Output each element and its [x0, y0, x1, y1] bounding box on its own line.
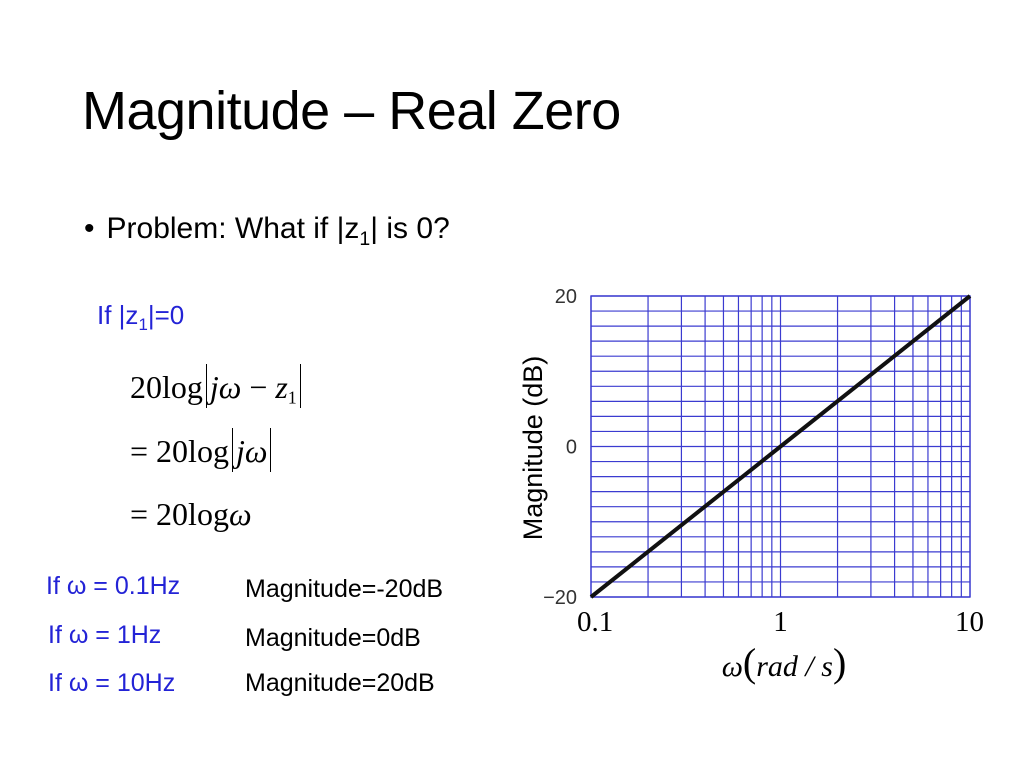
problem-bullet: • Problem: What if |z1| is 0? [84, 212, 450, 249]
example-condition-1: If ω = 0.1Hz [46, 572, 181, 600]
y-tick-label: 20 [555, 286, 577, 308]
eq1-minus: − [241, 369, 276, 405]
equation-line-2: = 20log jω [130, 428, 274, 472]
example-result-3: Magnitude=20dB [245, 669, 435, 697]
eq1-zsub: 1 [287, 387, 297, 408]
abs-bar-left [231, 428, 233, 472]
example-result-2: Magnitude=0dB [245, 624, 421, 652]
bullet-sub: 1 [359, 227, 371, 250]
abs-bar-right [270, 428, 272, 472]
eq1-z: z [275, 369, 288, 405]
x-tick-label: 1 [773, 606, 788, 638]
abs-bar-right [299, 364, 301, 408]
chart-series [589, 294, 972, 599]
x-tick-label: 0.1 [577, 606, 613, 638]
x-axis-unit: rad / s [756, 650, 833, 683]
x-axis-paren-close: ) [833, 640, 846, 685]
bullet-dot-icon: • [84, 212, 95, 245]
x-axis-paren-open: ( [743, 640, 756, 685]
y-tick-label: 0 [566, 437, 577, 459]
cond-prefix: If |z [97, 300, 139, 330]
example-condition-3: If ω = 10Hz [48, 669, 176, 697]
abs-bar-left [205, 364, 207, 408]
bullet-prefix: Problem: What if |z [106, 212, 360, 245]
cond-sub: 1 [138, 314, 148, 334]
eq3-omega: ω [228, 496, 252, 532]
x-axis-label: ω(rad / s) [722, 640, 847, 685]
eq2-j: j [235, 433, 245, 469]
x-axis-omega: ω [722, 650, 743, 683]
eq1-pre: 20log [130, 369, 203, 405]
chart-ticks: −20 0 20 0.1 1 10 [543, 286, 984, 638]
y-axis-label: Magnitude (dB) [518, 356, 548, 541]
eq1-omega: ω [218, 369, 242, 405]
eq1-j: j [209, 369, 219, 405]
equation-line-1: 20log jω − z1 [130, 364, 304, 408]
page-title: Magnitude – Real Zero [82, 81, 621, 141]
x-tick-label: 10 [955, 606, 984, 638]
plot-frame [590, 295, 971, 598]
y-tick-label: −20 [543, 587, 577, 609]
eq2-omega: ω [244, 433, 268, 469]
chart-grid [590, 295, 971, 598]
example-result-1: Magnitude=-20dB [245, 575, 444, 603]
zero-condition: If |z1|=0 [97, 300, 185, 334]
bullet-suffix: | is 0? [370, 212, 450, 245]
bode-magnitude-chart: −20 0 20 0.1 1 10 Magnitude (dB) ω(rad / s) [518, 286, 984, 685]
cond-suffix: |=0 [147, 300, 185, 330]
equation-line-3: = 20logω [130, 496, 252, 533]
eq3-pre: = 20log [130, 496, 229, 532]
series-line [589, 294, 972, 599]
example-condition-2: If ω = 1Hz [48, 621, 162, 649]
eq2-pre: = 20log [130, 433, 229, 469]
